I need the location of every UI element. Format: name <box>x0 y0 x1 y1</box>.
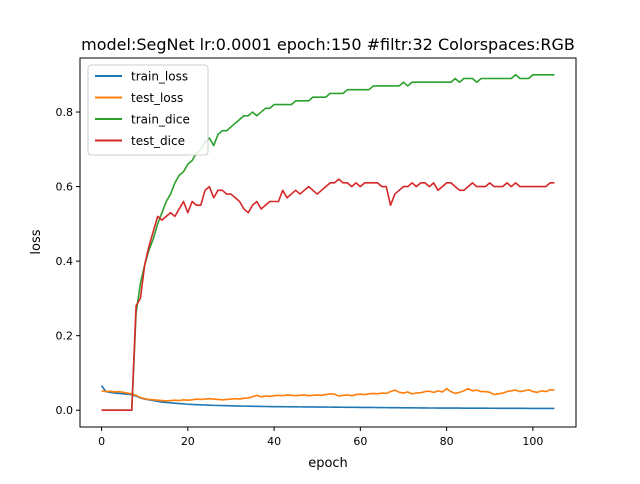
series-line-test-loss <box>101 387 555 402</box>
series-line-train-dice <box>101 73 555 412</box>
series-line-train-loss <box>100 385 555 410</box>
chart-title: model:SegNet lr:0.0001 epoch:150 #filtr:… <box>81 35 575 54</box>
x-tick-label: 20 <box>181 435 195 448</box>
legend-label: test_loss <box>131 91 183 105</box>
y-axis-ticks: 0.0 0.2 0.4 0.6 0.8 <box>56 106 80 417</box>
legend: train_loss test_loss train_dice test_dice <box>87 64 209 156</box>
x-axis-ticks: 0 20 40 60 80 100 <box>98 427 543 448</box>
legend-box <box>87 64 209 156</box>
x-tick-label: 100 <box>522 435 543 448</box>
y-tick-label: 0.8 <box>56 106 74 119</box>
legend-label: test_dice <box>131 134 185 148</box>
legend-label: train_loss <box>131 70 188 84</box>
x-tick-label: 0 <box>98 435 105 448</box>
x-tick-label: 60 <box>353 435 367 448</box>
y-axis-label: loss <box>29 229 44 254</box>
y-tick-label: 0.6 <box>56 181 74 194</box>
x-tick-label: 40 <box>267 435 281 448</box>
x-axis-label: epoch <box>308 456 348 471</box>
series-line-test-dice <box>101 178 555 412</box>
y-tick-label: 0.4 <box>56 255 74 268</box>
y-tick-label: 0.2 <box>56 330 74 343</box>
y-tick-label: 0.0 <box>56 404 74 417</box>
x-tick-label: 80 <box>440 435 454 448</box>
legend-label: train_dice <box>131 113 190 127</box>
axes-frame <box>79 57 577 428</box>
plot-area <box>100 73 555 412</box>
